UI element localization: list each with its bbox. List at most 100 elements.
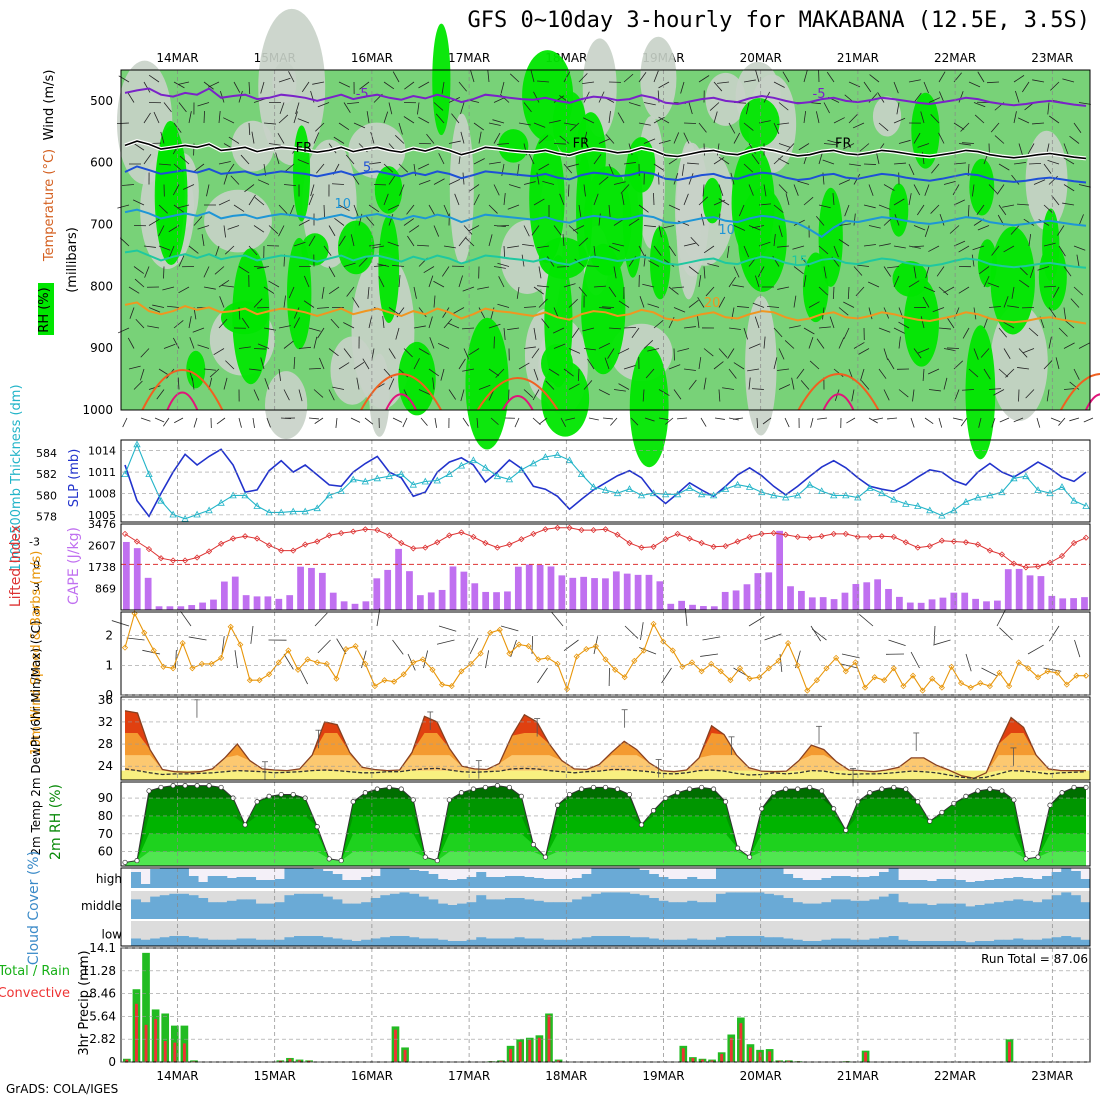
upper-wind-barb (406, 204, 415, 215)
upper-wind-barb (943, 348, 956, 352)
rh2m-marker (458, 790, 464, 796)
cape-bar (721, 591, 729, 610)
cloud-bar-middle (744, 892, 755, 919)
upper-wind-barb (488, 234, 493, 247)
cloud-bar-middle (572, 899, 583, 919)
isotherm-15 (124, 249, 1087, 269)
upper-wind-barb (857, 264, 870, 267)
rh-moist-patch (378, 215, 400, 324)
cloud-bar-low (476, 937, 487, 946)
upper-wind-barb (792, 245, 805, 250)
precip-convective-bar (163, 1040, 167, 1062)
upper-wind-barb (116, 122, 130, 125)
upper-wind-barb (608, 204, 611, 217)
cloud-bar-middle (332, 899, 343, 919)
temp-tick-label: 28 (98, 737, 113, 751)
upper-wind-barb (979, 266, 990, 274)
upper-wind-barb (1051, 195, 1060, 206)
wind10m-marker (669, 647, 676, 654)
upper-wind-barb (353, 362, 365, 370)
cloud-bar-middle (188, 895, 199, 919)
surface-wind-barb (1083, 417, 1094, 423)
upper-wind-barb (913, 266, 917, 279)
upper-wind-barb (388, 102, 393, 115)
precip-convective-bar (403, 1049, 407, 1062)
thickness-marker (373, 474, 381, 482)
upper-wind-barb (418, 348, 430, 355)
cloud-bar-high (620, 868, 631, 888)
rh2m-marker (446, 797, 452, 803)
thickness-marker (385, 472, 393, 480)
wind10m-marker (544, 654, 551, 661)
upper-wind-barb (613, 266, 617, 279)
cloud-bar-middle (274, 902, 285, 919)
wind10m-marker (208, 660, 215, 667)
upper-wind-barb (388, 378, 395, 390)
wind10m-axis-label: 10m Wind Speed & Barbs (m/s) (29, 551, 44, 756)
rh2m-tick-label: 60 (98, 845, 113, 859)
cloud-bar-low (984, 941, 995, 946)
upper-wind-barb (988, 184, 998, 194)
upper-wind-barb (631, 327, 640, 338)
upper-wind-barb (1043, 163, 1052, 174)
upper-wind-barb (653, 320, 664, 329)
cloud-bar-middle (457, 903, 468, 919)
upper-wind-barb (398, 275, 401, 288)
upper-wind-barb (643, 138, 656, 144)
precip-convective-bar (134, 1003, 138, 1062)
upper-wind-barb (1011, 286, 1015, 299)
wind10m-marker (141, 629, 148, 636)
cloud-bar-middle (1061, 892, 1072, 919)
cloud-bar-middle (447, 905, 458, 919)
upper-wind-barb (433, 225, 440, 237)
upper-wind-barb (418, 116, 430, 124)
thickness-tick-label: 582 (36, 468, 57, 481)
cloud-bar-low (840, 938, 851, 946)
thickness-tick-label: 584 (36, 447, 57, 460)
run-total-label: Run Total = 87.06 (981, 952, 1088, 966)
upper-wind-barb (697, 316, 700, 329)
upper-wind-barb (608, 327, 621, 330)
date-label-top: 14MAR (156, 51, 198, 65)
upper-wind-barb (698, 75, 710, 83)
thickness-marker (697, 490, 706, 498)
cloud-bar-high (505, 876, 515, 888)
wind10m-barb (888, 639, 906, 646)
wind10m-marker (929, 675, 936, 682)
upper-wind-barb (1029, 266, 1035, 279)
cloud-bar-high (543, 879, 554, 888)
cloud-bar-middle (159, 895, 170, 919)
cloud-bar-high (648, 874, 659, 888)
date-label-bottom: 18MAR (545, 1069, 587, 1083)
upper-wind-barb (251, 131, 255, 144)
lifted-index-marker (770, 530, 777, 537)
upper-wind-barb (1017, 203, 1030, 206)
upper-wind-barb (938, 91, 945, 103)
upper-wind-barb (1073, 368, 1080, 380)
precip-convective-bar (557, 1060, 561, 1062)
precip-total-bar (142, 952, 150, 1062)
upper-wind-barb (773, 81, 785, 88)
cloud-bar-low (178, 936, 189, 946)
isotherm-label: FR (573, 136, 590, 151)
upper-wind-barb (416, 244, 430, 247)
lifted-index-marker (698, 539, 705, 547)
rh2m-marker (891, 784, 897, 790)
upper-wind-barb (238, 346, 251, 349)
upper-wind-barb (973, 102, 986, 108)
cloud-bar-high (140, 884, 151, 888)
thickness-marker (529, 459, 538, 467)
upper-wind-barb (127, 337, 135, 349)
rh-dry-patch (351, 252, 415, 409)
upper-wind-barb (683, 193, 689, 206)
lifted-index-marker (121, 530, 129, 537)
lifted-index-marker (974, 541, 981, 548)
cloud-bar-high (399, 868, 410, 888)
thickness-marker (397, 470, 405, 477)
cloud-bar-low (648, 938, 659, 946)
upper-wind-barb (893, 81, 899, 94)
thickness-marker (770, 491, 778, 499)
rh2m-marker (843, 827, 849, 833)
cloud-bar-high (351, 880, 362, 888)
